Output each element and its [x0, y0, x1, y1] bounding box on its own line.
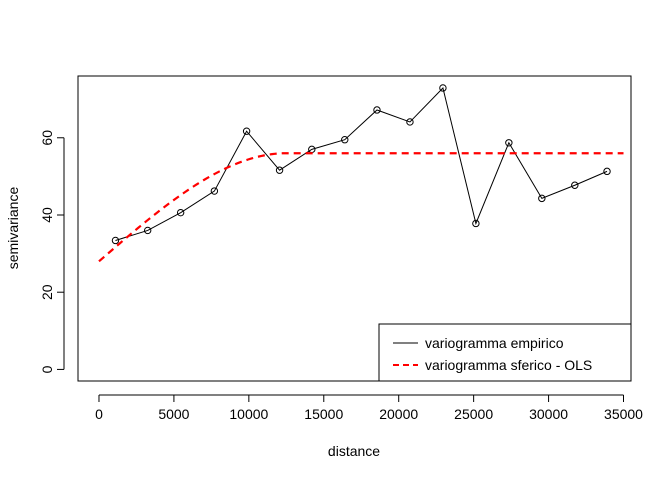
- plot-frame: [77, 75, 632, 382]
- y-tick-label: 20: [39, 284, 55, 300]
- legend-box: [378, 323, 632, 382]
- x-tick-label: 10000: [229, 406, 268, 422]
- legend: variogramma empirico variogramma sferico…: [378, 323, 632, 382]
- empirical-point: [472, 219, 480, 228]
- empirical-point: [176, 208, 185, 217]
- empirical-point: [341, 136, 349, 144]
- y-axis-label: semivariance: [5, 187, 21, 270]
- series-layer: [98, 84, 624, 263]
- empirical-point: [603, 167, 611, 176]
- x-axis: 0 5000 10000 15000 20000 25000 30000 35000: [95, 394, 643, 422]
- x-tick-label: 15000: [304, 406, 343, 422]
- empirical-point: [538, 194, 546, 203]
- x-tick-label: 25000: [454, 406, 493, 422]
- empirical-point: [505, 139, 513, 147]
- x-tick-label: 30000: [529, 406, 568, 422]
- series-empirical-line: [115, 86, 608, 241]
- empirical-point: [275, 166, 284, 174]
- x-axis-label: distance: [328, 443, 380, 459]
- empirical-point: [571, 181, 579, 189]
- y-tick-label: 0: [39, 365, 55, 373]
- empirical-point: [242, 127, 251, 135]
- x-tick-label: 20000: [379, 406, 418, 422]
- empirical-point: [406, 118, 414, 126]
- empirical-point: [210, 187, 219, 195]
- y-tick-label: 60: [39, 130, 55, 146]
- x-tick-label: 0: [95, 406, 103, 422]
- empirical-point: [111, 236, 120, 245]
- empirical-point: [373, 106, 381, 114]
- empirical-point: [439, 84, 447, 92]
- series-spherical-line: [98, 152, 624, 263]
- y-tick-label: 40: [39, 207, 55, 223]
- empirical-point: [143, 226, 152, 235]
- y-axis: 0 20 40 60: [39, 130, 65, 373]
- x-tick-label: 5000: [158, 406, 189, 422]
- legend-label-empirical: variogramma empirico: [425, 335, 564, 351]
- x-tick-label: 35000: [604, 406, 643, 422]
- legend-label-spherical: variogramma sferico - OLS: [425, 357, 592, 373]
